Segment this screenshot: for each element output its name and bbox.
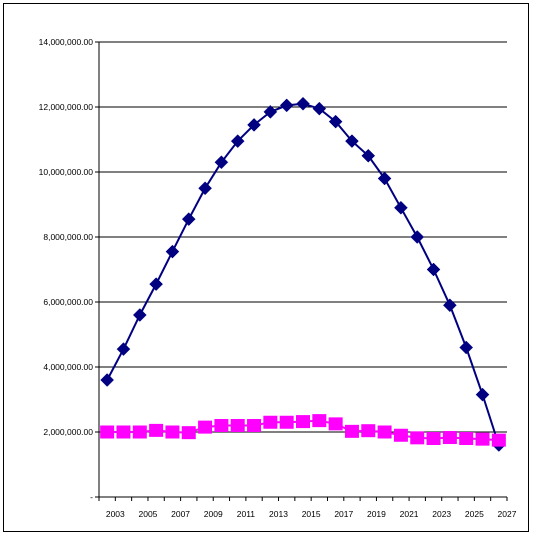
x-tick-label: 2007 <box>171 509 190 519</box>
data-point <box>491 433 506 447</box>
data-point <box>296 415 310 429</box>
y-tick-label: 4,000,000.00 <box>43 362 93 372</box>
data-point <box>263 415 278 429</box>
data-point <box>475 432 490 446</box>
data-point <box>279 98 294 113</box>
data-point <box>230 134 245 148</box>
data-point <box>459 340 474 355</box>
x-tick-label: 2027 <box>498 509 517 519</box>
data-point <box>426 262 441 277</box>
data-point <box>165 425 180 439</box>
x-tick-label: 2017 <box>334 509 353 519</box>
x-tick-label: 2019 <box>367 509 386 519</box>
data-point <box>361 424 376 438</box>
y-tick-label: 6,000,000.00 <box>43 297 93 307</box>
data-point <box>410 230 425 244</box>
y-tick-label: 14,000,000.00 <box>39 37 94 47</box>
x-tick-label: 2013 <box>269 509 288 519</box>
data-point <box>345 134 359 148</box>
data-point <box>312 101 327 116</box>
chart-frame: - 2,000,000.00 4,000,000.00 6,000,000.00 8,0… <box>3 3 529 532</box>
data-point <box>426 432 441 445</box>
data-point <box>214 155 229 170</box>
data-point <box>410 431 425 445</box>
series-1 <box>100 96 506 452</box>
x-tick-label: 2015 <box>302 509 321 519</box>
x-tick-label: 2023 <box>432 509 451 519</box>
x-tick-label: 2009 <box>204 509 223 519</box>
data-point <box>296 96 310 111</box>
data-point <box>132 308 147 322</box>
line-chart: - 2,000,000.00 4,000,000.00 6,000,000.00 8,0… <box>39 37 517 519</box>
data-point <box>247 118 261 132</box>
x-tick-label: 2003 <box>106 509 125 519</box>
data-point <box>442 431 457 445</box>
x-tick-labels: 2003 2005 2007 2009 2011 2013 2015 2017 2019 2021… <box>106 509 517 519</box>
y-tick-label: 2,000,000.00 <box>43 427 93 437</box>
data-point <box>377 425 392 439</box>
x-tick-label: 2011 <box>237 509 256 519</box>
data-point <box>328 417 343 431</box>
data-point <box>328 114 343 129</box>
data-point <box>149 423 164 437</box>
data-point <box>279 415 294 429</box>
y-tick-labels: - 2,000,000.00 4,000,000.00 6,000,000.00 8,0… <box>39 37 94 502</box>
data-point <box>100 425 115 439</box>
y-tick-label: - <box>90 492 93 502</box>
data-point <box>116 342 131 356</box>
data-point <box>263 105 278 119</box>
data-point <box>132 425 147 439</box>
data-point <box>198 181 212 196</box>
data-point <box>312 414 327 428</box>
data-point <box>393 428 408 442</box>
data-point <box>377 171 392 186</box>
y-tick-label: 8,000,000.00 <box>43 232 93 242</box>
data-point <box>459 432 474 445</box>
x-tick-label: 2021 <box>400 509 419 519</box>
x-tick-label: 2025 <box>465 509 484 519</box>
data-point <box>475 387 490 402</box>
y-tick-label: 10,000,000.00 <box>39 167 94 177</box>
data-point <box>198 420 213 434</box>
data-point <box>116 425 131 439</box>
axes <box>95 41 508 501</box>
data-point <box>344 424 359 438</box>
x-tick-label: 2005 <box>138 509 157 519</box>
data-point <box>100 373 115 387</box>
data-point <box>165 244 180 259</box>
data-point <box>181 212 196 226</box>
data-point <box>230 419 245 432</box>
data-point <box>443 298 457 313</box>
y-tick-label: 12,000,000.00 <box>39 102 94 112</box>
data-point <box>247 419 262 432</box>
series-layer <box>100 96 506 452</box>
series-1-line <box>106 102 500 446</box>
data-point <box>149 277 163 291</box>
data-point <box>361 148 376 163</box>
data-point <box>214 419 229 432</box>
series-2 <box>100 414 506 447</box>
data-point <box>394 200 408 215</box>
data-point <box>181 426 196 440</box>
